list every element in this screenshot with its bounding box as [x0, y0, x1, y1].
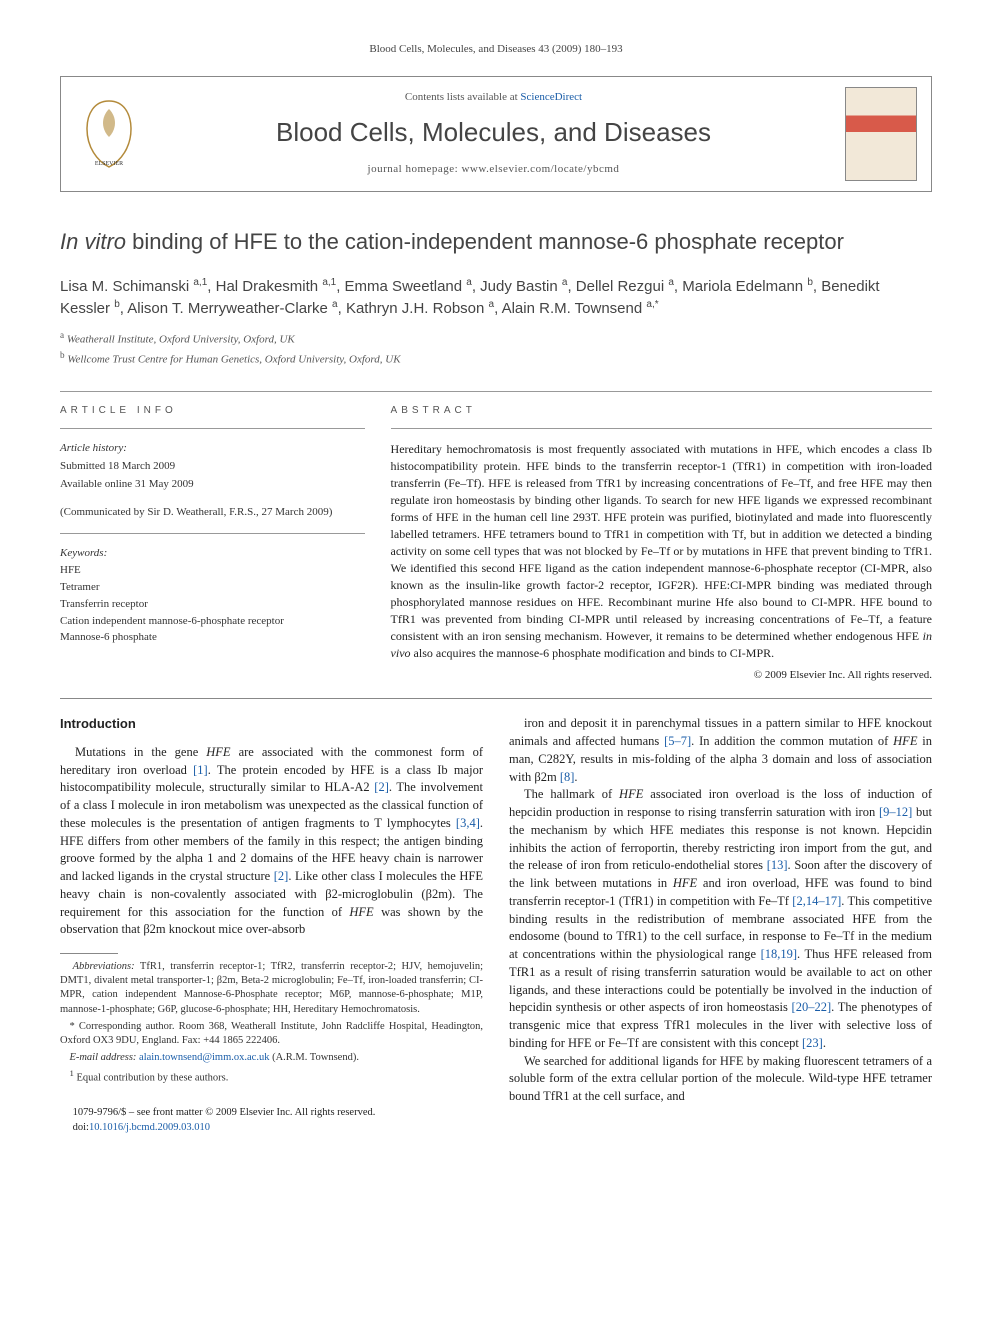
keyword: Transferrin receptor [60, 597, 365, 613]
keyword: Cation independent mannose-6-phosphate r… [60, 614, 365, 630]
ref-link[interactable]: [2,14–17] [792, 894, 841, 908]
ref-link[interactable]: [8] [560, 770, 575, 784]
communicated-by: (Communicated by Sir D. Weatherall, F.R.… [60, 505, 365, 521]
keywords-label: Keywords: [60, 546, 365, 562]
front-matter: 1079-9796/$ – see front matter © 2009 El… [60, 1106, 483, 1121]
masthead-center: Contents lists available at ScienceDirec… [156, 77, 831, 191]
ref-link[interactable]: [2] [274, 869, 289, 883]
online-date: Available online 31 May 2009 [60, 477, 365, 493]
ref-link[interactable]: [1] [193, 763, 208, 777]
ref-link[interactable]: [20–22] [792, 1000, 832, 1014]
ref-link[interactable]: [2] [374, 780, 389, 794]
corresponding-author: * Corresponding author. Room 368, Weathe… [60, 1020, 483, 1048]
body-p4: We searched for additional ligands for H… [509, 1053, 932, 1106]
body-p1: Mutations in the gene HFE are associated… [60, 744, 483, 939]
history-label: Article history: [60, 441, 365, 457]
masthead: ELSEVIER Contents lists available at Sci… [60, 76, 932, 192]
ref-link[interactable]: [18,19] [761, 947, 797, 961]
abbreviations: Abbreviations: TfR1, transferrin recepto… [60, 960, 483, 1017]
intro-heading: Introduction [60, 715, 483, 733]
section-rule [60, 698, 932, 699]
affil-b: Wellcome Trust Centre for Human Genetics… [67, 354, 400, 366]
sciencedirect-link[interactable]: ScienceDirect [520, 91, 582, 103]
title-main: binding of HFE to the cation-independent… [126, 229, 844, 254]
body-col-right: iron and deposit it in parenchymal tissu… [509, 715, 932, 1135]
elsevier-logo: ELSEVIER [79, 99, 139, 169]
email-link[interactable]: alain.townsend@imm.ox.ac.uk [139, 1052, 269, 1063]
rule [60, 391, 932, 392]
abstract-body: Hereditary hemochromatosis is most frequ… [391, 441, 932, 662]
keywords-block: Keywords: HFETetramerTransferrin recepto… [60, 546, 365, 647]
article-title: In vitro binding of HFE to the cation-in… [60, 226, 932, 258]
journal-cover-thumb [845, 87, 917, 181]
cover-box [831, 77, 931, 191]
rule [60, 428, 365, 429]
affiliations: a Weatherall Institute, Oxford Universit… [60, 329, 932, 368]
keywords-list: HFETetramerTransferrin receptorCation in… [60, 563, 365, 647]
keyword: Mannose-6 phosphate [60, 630, 365, 646]
footnote-rule [60, 953, 118, 954]
body-p2: iron and deposit it in parenchymal tissu… [509, 715, 932, 786]
rule [391, 428, 932, 429]
svg-text:ELSEVIER: ELSEVIER [94, 161, 122, 167]
footnotes: Abbreviations: TfR1, transferrin recepto… [60, 960, 483, 1086]
contents-line: Contents lists available at ScienceDirec… [156, 90, 831, 106]
body-columns: Introduction Mutations in the gene HFE a… [60, 715, 932, 1135]
abstract-col: ABSTRACT Hereditary hemochromatosis is m… [391, 404, 932, 685]
body-p3: The hallmark of HFE associated iron over… [509, 786, 932, 1052]
abstract-heading: ABSTRACT [391, 404, 932, 419]
homepage-url: www.elsevier.com/locate/ybcmd [461, 163, 619, 175]
running-head: Blood Cells, Molecules, and Diseases 43 … [60, 42, 932, 58]
copyright: © 2009 Elsevier Inc. All rights reserved… [391, 668, 932, 684]
equal-contrib: 1 Equal contribution by these authors. [60, 1068, 483, 1086]
article-history: Article history: Submitted 18 March 2009… [60, 441, 365, 493]
contents-prefix: Contents lists available at [405, 91, 520, 103]
ref-link[interactable]: [3,4] [456, 816, 480, 830]
article-info-heading: ARTICLE INFO [60, 404, 365, 419]
authors: Lisa M. Schimanski a,1, Hal Drakesmith a… [60, 276, 932, 320]
doi-block: 1079-9796/$ – see front matter © 2009 El… [60, 1106, 483, 1136]
rule [60, 533, 365, 534]
ref-link[interactable]: [23] [802, 1036, 823, 1050]
keyword: Tetramer [60, 580, 365, 596]
affil-a: Weatherall Institute, Oxford University,… [67, 334, 295, 346]
email-line: E-mail address: alain.townsend@imm.ox.ac… [60, 1051, 483, 1065]
homepage-prefix: journal homepage: [368, 163, 462, 175]
keyword: HFE [60, 563, 365, 579]
doi-line: doi:10.1016/j.bcmd.2009.03.010 [60, 1121, 483, 1136]
article-info-col: ARTICLE INFO Article history: Submitted … [60, 404, 365, 685]
submitted-date: Submitted 18 March 2009 [60, 459, 365, 475]
title-italic: In vitro [60, 229, 126, 254]
doi-link[interactable]: 10.1016/j.bcmd.2009.03.010 [89, 1122, 210, 1133]
publisher-logo-box: ELSEVIER [61, 77, 156, 191]
info-abstract-row: ARTICLE INFO Article history: Submitted … [60, 404, 932, 685]
ref-link[interactable]: [13] [767, 858, 788, 872]
journal-name: Blood Cells, Molecules, and Diseases [156, 114, 831, 152]
homepage-line: journal homepage: www.elsevier.com/locat… [156, 162, 831, 178]
body-col-left: Introduction Mutations in the gene HFE a… [60, 715, 483, 1135]
ref-link[interactable]: [5–7] [664, 734, 691, 748]
ref-link[interactable]: [9–12] [879, 805, 912, 819]
